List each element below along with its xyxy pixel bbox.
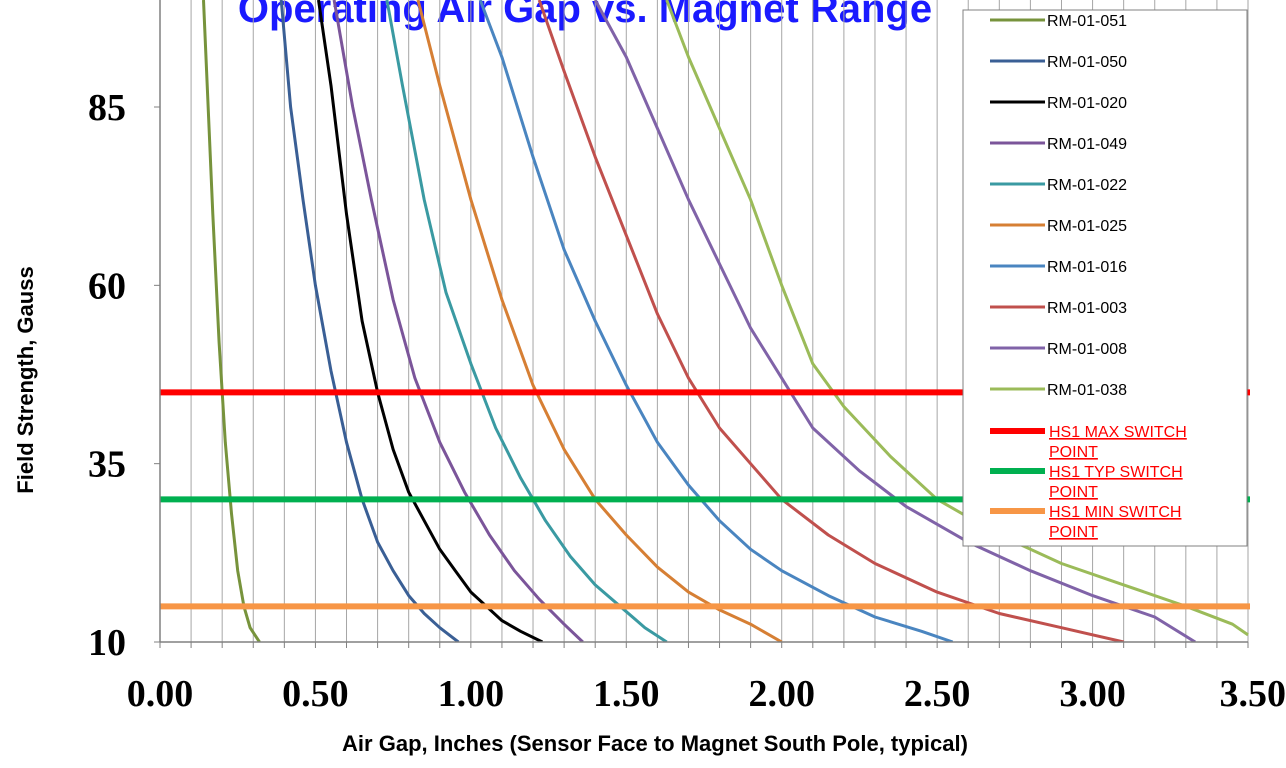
- series-line: [665, 0, 1249, 637]
- series-line: [478, 0, 954, 642]
- legend-label: HS1 MAX SWITCH: [1049, 424, 1187, 441]
- legend-label: RM-01-003: [1047, 300, 1127, 317]
- x-tick-label: 0.50: [282, 673, 349, 715]
- legend-label: HS1 MIN SWITCH: [1049, 504, 1181, 521]
- chart-title: Operating Air Gap vs. Magnet Range: [238, 0, 932, 31]
- legend-label: RM-01-049: [1047, 136, 1127, 153]
- legend-label: RM-01-050: [1047, 54, 1127, 71]
- legend-label: RM-01-008: [1047, 341, 1127, 358]
- legend-label: RM-01-025: [1047, 218, 1127, 235]
- series-line: [416, 0, 783, 642]
- x-tick-label: 1.50: [593, 673, 660, 715]
- series-line: [317, 0, 544, 642]
- x-tick-label: 1.00: [438, 673, 505, 715]
- legend-box: [962, 9, 1248, 547]
- x-tick-label: 2.50: [904, 673, 971, 715]
- x-tick-label: 2.00: [748, 673, 815, 715]
- legend-label: RM-01-038: [1047, 382, 1127, 399]
- legend-label: RM-01-020: [1047, 95, 1127, 112]
- y-tick-label: 10: [88, 622, 126, 664]
- series-line: [279, 0, 460, 642]
- series-line: [593, 0, 1196, 642]
- x-tick-label: 3.00: [1059, 673, 1126, 715]
- legend-label: POINT: [1049, 444, 1098, 461]
- y-tick-labels: 10 35 60 85: [88, 87, 126, 664]
- x-tick-label: 3.50: [1220, 673, 1286, 715]
- x-axis-title: Air Gap, Inches (Sensor Face to Magnet S…: [342, 731, 968, 756]
- y-tick-label: 35: [88, 444, 126, 486]
- x-tick-label: 0.00: [127, 673, 194, 715]
- legend: RM-01-051 RM-01-050 RM-01-020 RM-01-049 RM-0…: [962, 9, 1248, 547]
- legend-label: POINT: [1049, 524, 1098, 541]
- legend-label: RM-01-051: [1047, 13, 1127, 30]
- series-line: [202, 0, 261, 642]
- axes: [154, 0, 1249, 648]
- y-tick-label: 60: [88, 265, 126, 307]
- legend-label: RM-01-016: [1047, 259, 1127, 276]
- series-line: [332, 0, 584, 642]
- y-axis-title: Field Strength, Gauss: [13, 266, 38, 493]
- x-tick-labels: 0.00 0.50 1.00 1.50 2.00 2.50 3.00 3.50: [127, 673, 1286, 715]
- y-tick-label: 85: [88, 87, 126, 129]
- legend-label: HS1 TYP SWITCH: [1049, 464, 1183, 481]
- legend-label: POINT: [1049, 484, 1098, 501]
- series-line: [385, 0, 668, 642]
- legend-label: RM-01-022: [1047, 177, 1127, 194]
